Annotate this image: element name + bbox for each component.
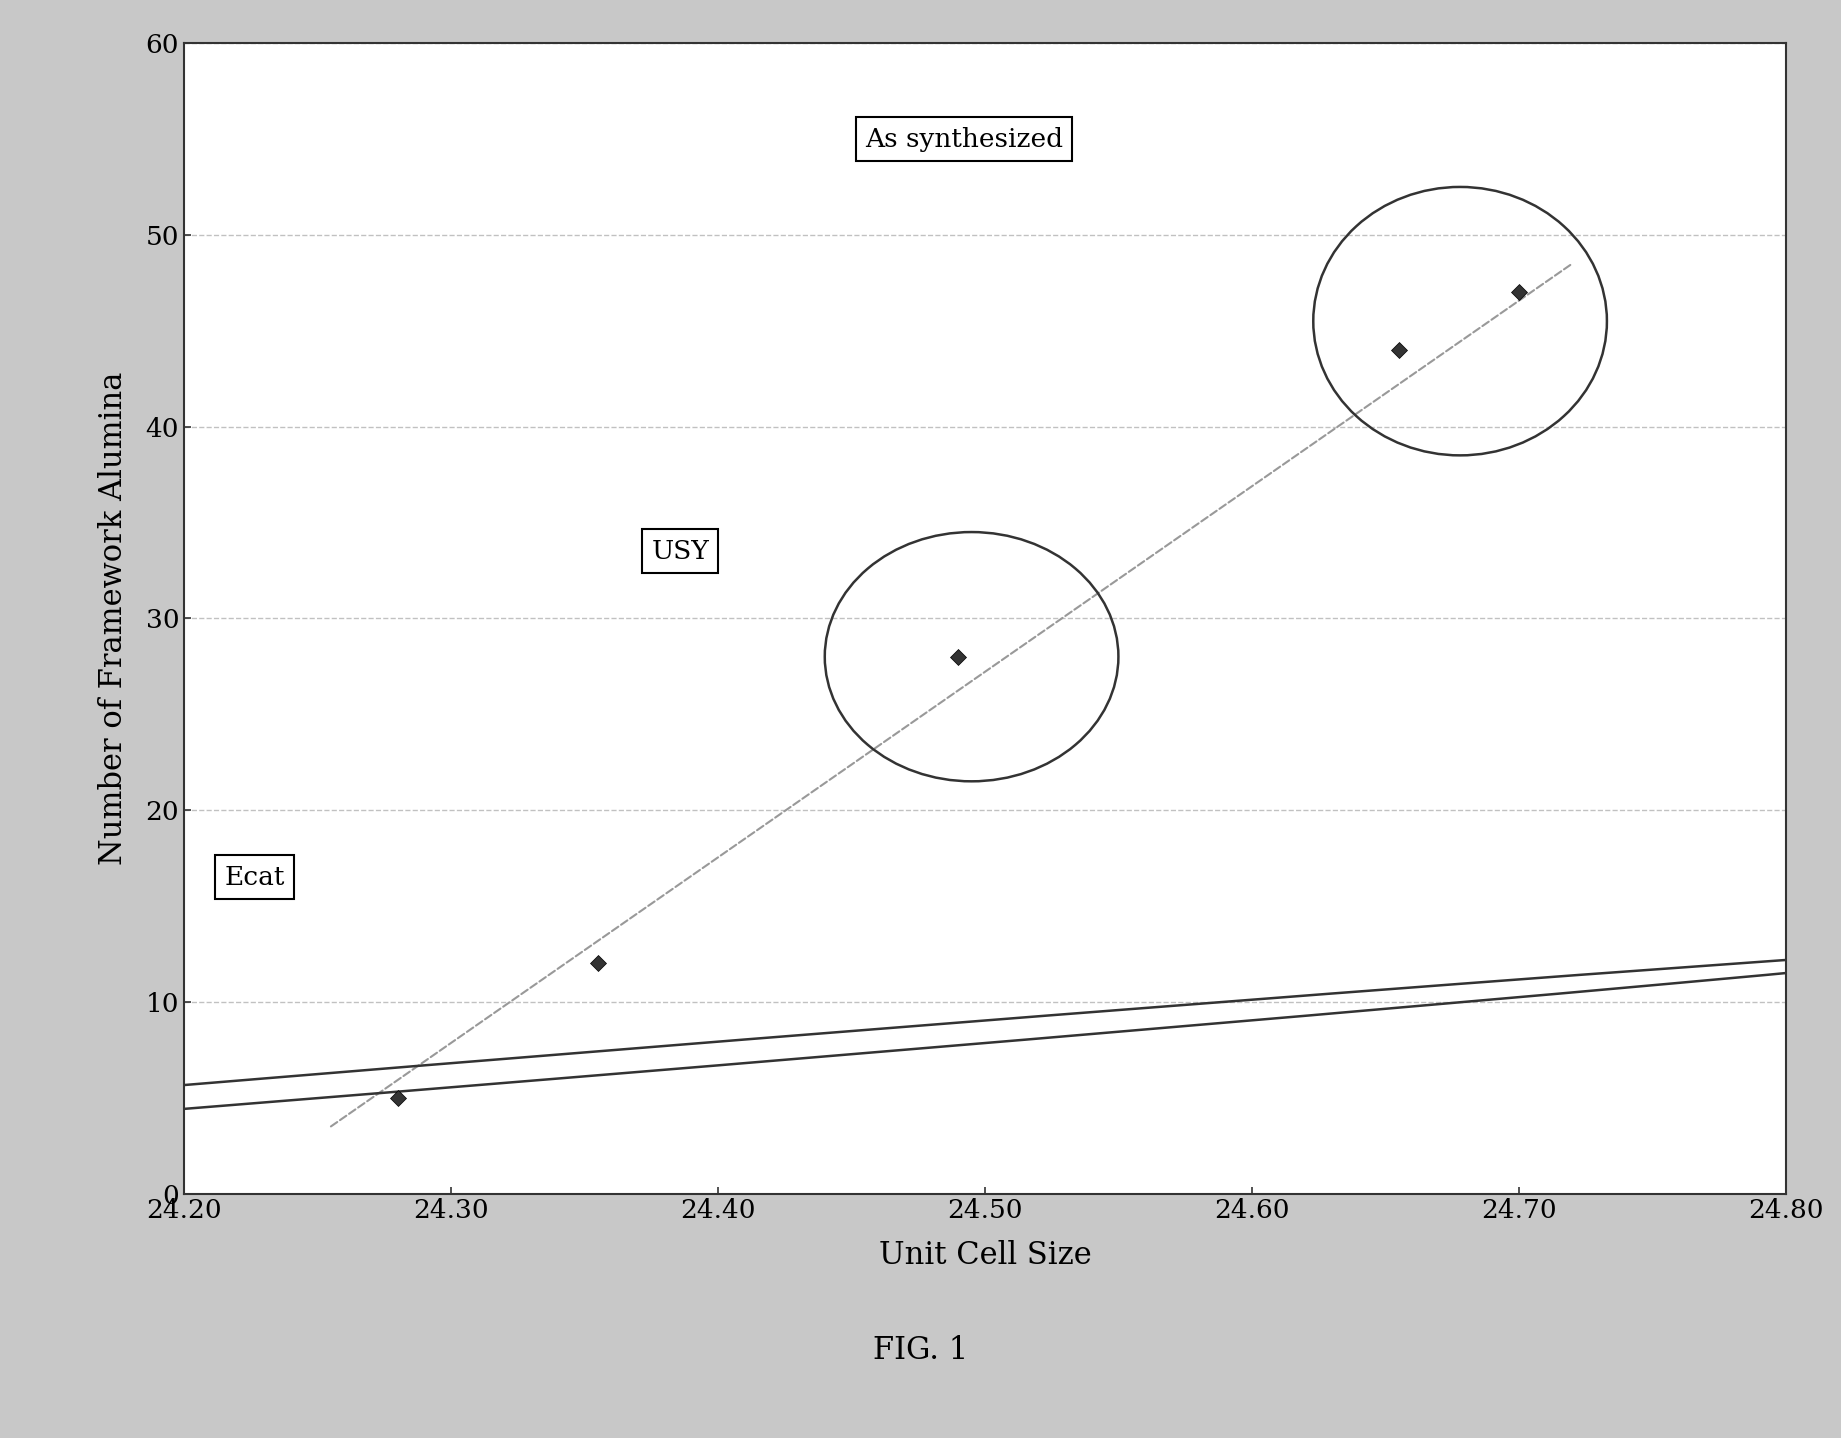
Text: Ecat: Ecat bbox=[225, 864, 285, 890]
Text: As synthesized: As synthesized bbox=[865, 127, 1062, 151]
Y-axis label: Number of Framework Alumina: Number of Framework Alumina bbox=[98, 371, 129, 866]
Text: USY: USY bbox=[652, 539, 709, 564]
X-axis label: Unit Cell Size: Unit Cell Size bbox=[878, 1240, 1092, 1271]
Text: FIG. 1: FIG. 1 bbox=[873, 1334, 968, 1366]
